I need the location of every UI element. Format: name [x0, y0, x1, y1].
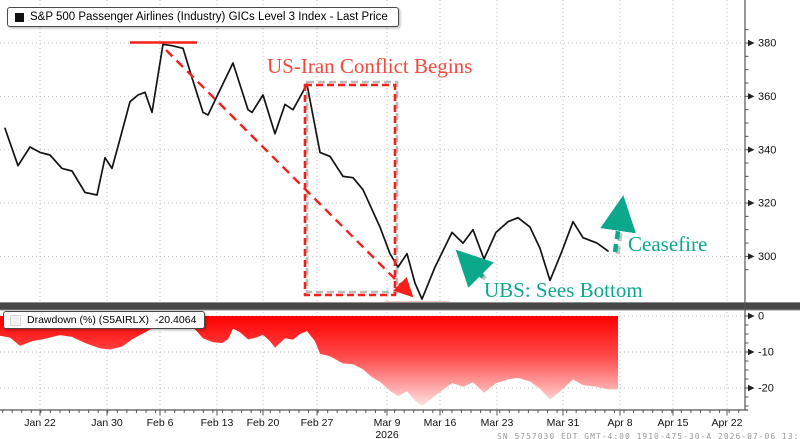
drawdown-area [0, 316, 618, 406]
x-axis-label: Feb 13 [201, 417, 234, 429]
drawdown-legend[interactable]: Drawdown (%) (S5AIRLX) -20.4064 [3, 311, 206, 329]
y-axis-pointer-icon [748, 348, 755, 356]
x-axis-label: Apr 22 [712, 417, 743, 429]
x-axis-label: Feb 6 [147, 417, 174, 429]
annotation-us-iran-conflict: US-Iran Conflict Begins [267, 54, 473, 78]
drawdown-legend-value: -20.4064 [154, 314, 197, 326]
x-axis-label: Jan 22 [24, 417, 56, 429]
price-legend[interactable]: S&P 500 Passenger Airlines (Industry) GI… [7, 7, 399, 27]
x-axis-label: Mar 16 [424, 417, 457, 429]
y-axis-pointer-icon [748, 93, 755, 100]
x-axis-label: Jan 30 [91, 417, 123, 429]
y-axis-label: -20 [758, 383, 774, 395]
x-axis-label: Mar 31 [547, 417, 580, 429]
conflict-rect-shadow [305, 80, 399, 294]
x-axis-label: Apr 8 [607, 417, 632, 429]
price-legend-swatch-icon [15, 12, 24, 22]
y-axis-pointer-icon [748, 384, 755, 392]
y-axis-label: 340 [758, 144, 776, 156]
drawdown-legend-label: Drawdown (%) (S5AIRLX) [27, 314, 149, 326]
y-axis-label: 0 [758, 311, 764, 323]
x-axis-label: Feb 27 [301, 417, 334, 429]
footer-terminal-info: SN 5757030 EDT GMT-4:00 1910-475-30-A 20… [497, 432, 800, 439]
x-axis-label: Mar 9 [374, 417, 401, 429]
drawdown-legend-swatch-icon [10, 314, 21, 326]
ceasefire-arrow [600, 195, 636, 253]
y-axis-pointer-icon [748, 253, 755, 260]
y-axis-label: 320 [758, 198, 776, 210]
y-axis-label: -10 [758, 347, 774, 359]
downtrend-arrow [165, 49, 414, 298]
conflict-highlight-rect [303, 83, 397, 297]
x-axis-year-label: 2026 [375, 429, 399, 439]
price-legend-label: S&P 500 Passenger Airlines (Industry) GI… [30, 11, 388, 23]
ubs-arrow [455, 249, 494, 288]
y-axis-label: 360 [758, 91, 776, 103]
y-axis-pointer-icon [748, 146, 755, 153]
x-axis-label: Mar 23 [481, 417, 514, 429]
y-axis-pointer-icon [748, 39, 755, 47]
annotation-ubs-sees-bottom: UBS: Sees Bottom [484, 278, 643, 302]
panel-splitter[interactable] [0, 302, 800, 311]
y-axis-pointer-icon [748, 199, 755, 207]
x-axis-label: Feb 20 [247, 417, 280, 429]
x-axis-label: Apr 15 [658, 417, 689, 429]
y-axis-label: 300 [758, 251, 776, 263]
price-line [4, 43, 609, 300]
y-axis-label: 380 [758, 38, 776, 50]
annotation-ceasefire: Ceasefire [628, 232, 708, 256]
y-axis-pointer-icon [748, 312, 755, 320]
